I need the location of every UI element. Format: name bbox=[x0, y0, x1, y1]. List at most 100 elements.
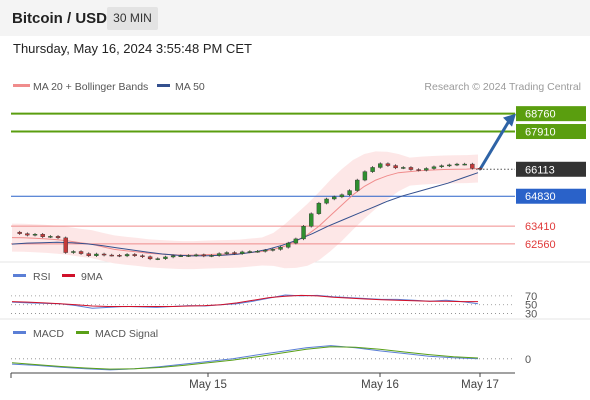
candle-body bbox=[193, 254, 199, 257]
candle-body bbox=[301, 226, 306, 240]
x-axis-label: May 16 bbox=[361, 379, 399, 391]
candle-body bbox=[424, 168, 429, 171]
candle-body bbox=[347, 190, 352, 195]
instrument-title: Bitcoin / USD bbox=[12, 10, 108, 27]
forecast-arrow-head bbox=[503, 113, 516, 127]
legend-label-rsi: RSI bbox=[33, 271, 51, 283]
candle-body bbox=[132, 254, 137, 256]
candle-body bbox=[163, 256, 168, 259]
candle-body bbox=[262, 250, 268, 252]
chart-datetime: Thursday, May 16, 2024 3:55:48 PM CET bbox=[13, 41, 252, 56]
candle-body bbox=[186, 255, 191, 257]
candle-body bbox=[170, 255, 176, 258]
candle-body bbox=[155, 258, 160, 260]
candle-body bbox=[32, 234, 38, 236]
macd-zero-label: 0 bbox=[525, 354, 531, 366]
candle-body bbox=[86, 253, 91, 256]
legend-label-ma20: MA 20 + Bollinger Bands bbox=[33, 81, 148, 93]
legend-swatch-ma50 bbox=[157, 84, 170, 87]
legend-swatch-rsi bbox=[13, 274, 26, 277]
legend-swatch-ma20 bbox=[13, 84, 30, 87]
macd-line bbox=[11, 345, 479, 371]
level-label-box-66113 bbox=[516, 161, 586, 177]
candle-body bbox=[17, 231, 22, 234]
legend-label-macd: MACD bbox=[33, 328, 64, 340]
candle-body bbox=[48, 236, 53, 238]
candle-body bbox=[209, 255, 214, 257]
candle-body bbox=[355, 179, 360, 191]
candle-body bbox=[239, 251, 245, 254]
candle-body bbox=[324, 198, 329, 204]
candle-body bbox=[71, 251, 76, 253]
forecast-arrow-line bbox=[478, 116, 513, 171]
candle-body bbox=[285, 242, 291, 248]
candle-body bbox=[439, 165, 444, 168]
level-label-63410: 63410 bbox=[525, 221, 556, 233]
x-axis-label: May 17 bbox=[461, 379, 499, 391]
candle-body bbox=[255, 251, 260, 253]
candle-body bbox=[462, 163, 467, 166]
credit-text: Research © 2024 Trading Central bbox=[424, 81, 581, 93]
candle-body bbox=[55, 236, 61, 239]
candle-body bbox=[109, 254, 114, 257]
candle-body bbox=[293, 238, 299, 244]
candle-body bbox=[470, 163, 475, 169]
candle-body bbox=[147, 256, 153, 260]
bollinger-band bbox=[12, 151, 478, 270]
candle-body bbox=[247, 251, 253, 253]
candle-body bbox=[278, 247, 283, 250]
level-label-66113: 66113 bbox=[525, 164, 555, 176]
candle-body bbox=[401, 167, 406, 169]
rsi-level-label-30: 30 bbox=[525, 309, 537, 321]
candle-body bbox=[178, 255, 183, 257]
candle-body bbox=[378, 163, 383, 168]
level-label-box-67910 bbox=[516, 124, 586, 140]
candle-body bbox=[78, 251, 84, 254]
candle-body bbox=[362, 171, 368, 181]
level-label-64830: 64830 bbox=[525, 191, 556, 203]
candle-body bbox=[25, 233, 30, 236]
candle-body bbox=[63, 237, 68, 253]
level-label-67910: 67910 bbox=[525, 127, 556, 139]
candle-body bbox=[232, 252, 237, 254]
candle-body bbox=[416, 169, 421, 171]
candle-body bbox=[101, 253, 107, 256]
candle-body bbox=[454, 163, 460, 166]
candle-body bbox=[477, 168, 483, 170]
candle-body bbox=[117, 255, 122, 257]
legend-swatch-rsi-ma bbox=[62, 274, 75, 277]
legend-swatch-macd-signal bbox=[76, 331, 89, 334]
candle-body bbox=[140, 255, 145, 257]
candle-body bbox=[270, 249, 276, 251]
level-label-68760: 68760 bbox=[525, 109, 556, 121]
macd-signal-line bbox=[11, 346, 479, 370]
rsi-line bbox=[11, 294, 479, 309]
candle-body bbox=[309, 213, 314, 227]
candle-body bbox=[447, 164, 452, 167]
x-axis-label: May 15 bbox=[189, 379, 227, 391]
candle-body bbox=[40, 234, 45, 237]
candle-body bbox=[224, 252, 230, 254]
candle-body bbox=[124, 254, 130, 257]
candle-body bbox=[385, 163, 391, 166]
candle-body bbox=[408, 167, 414, 170]
candle-body bbox=[339, 194, 345, 198]
timeframe-button[interactable]: 30 MIN bbox=[107, 7, 158, 30]
legend-swatch-macd bbox=[13, 331, 26, 334]
candle-body bbox=[201, 254, 207, 257]
candle-body bbox=[393, 165, 398, 169]
rsi-level-label-50: 50 bbox=[525, 300, 537, 312]
level-label-62560: 62560 bbox=[525, 239, 556, 251]
rsi-ma-line bbox=[11, 294, 478, 307]
candle-body bbox=[332, 196, 337, 200]
candle-body bbox=[216, 253, 222, 256]
legend-label-ma50: MA 50 bbox=[175, 81, 205, 93]
level-label-box-68760 bbox=[516, 106, 586, 122]
chart-header bbox=[0, 0, 590, 36]
legend-label-macd-signal: MACD Signal bbox=[95, 328, 158, 340]
rsi-level-label-70: 70 bbox=[525, 291, 537, 303]
legend-label-rsi-ma: 9MA bbox=[81, 271, 103, 283]
candle-body bbox=[370, 167, 375, 172]
level-label-box-64830 bbox=[516, 188, 586, 204]
